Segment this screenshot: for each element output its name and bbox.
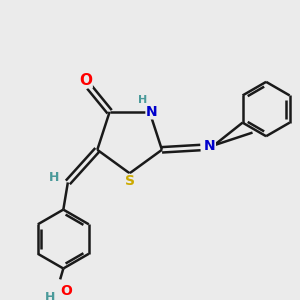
Text: H: H: [49, 171, 59, 184]
Text: H: H: [138, 95, 147, 106]
Text: N: N: [146, 105, 158, 119]
Text: O: O: [61, 284, 72, 298]
Text: N: N: [204, 139, 215, 153]
Text: H: H: [45, 291, 55, 300]
Text: S: S: [124, 174, 135, 188]
Text: O: O: [79, 73, 92, 88]
